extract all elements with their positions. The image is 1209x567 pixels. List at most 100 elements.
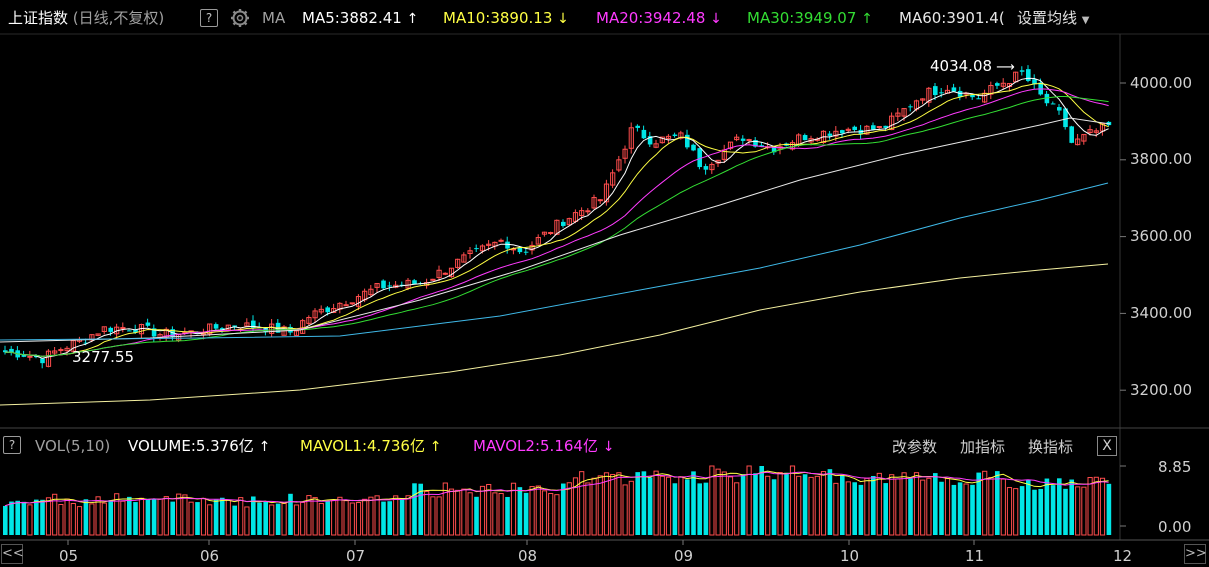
candle-body (529, 244, 535, 251)
volume-bar (523, 492, 529, 535)
volume-bar (976, 472, 981, 535)
candle-body (561, 221, 566, 226)
volume-bar (517, 487, 523, 535)
volume-bar (561, 483, 566, 535)
candle-body (45, 350, 52, 367)
candle-body (1019, 70, 1025, 72)
close-indicator-button[interactable]: X (1097, 436, 1117, 456)
volume-bar (814, 475, 820, 536)
mavol2-arrow: ↓ (602, 439, 615, 455)
volume-bar (343, 500, 349, 536)
candle-body (1075, 138, 1081, 146)
candle-body (1057, 107, 1062, 111)
candle-body (387, 285, 392, 287)
month-label: 05 (59, 547, 79, 565)
edit-params-button[interactable]: 改参数 (892, 438, 938, 456)
candle-body (895, 112, 901, 117)
volume-bar (951, 484, 957, 535)
candle-body (734, 136, 740, 141)
candle-body (871, 125, 876, 130)
volume-bar (182, 494, 188, 536)
volume-bar (213, 499, 219, 535)
ma30-line (4, 96, 1109, 357)
candle-body (3, 350, 8, 353)
candle-body (1081, 134, 1087, 142)
volume-bar (1013, 488, 1019, 536)
volume-bar (529, 486, 535, 536)
volume-bar (1057, 478, 1062, 535)
candle-body (195, 332, 200, 334)
gear-icon[interactable] (230, 8, 250, 32)
volume-bar (784, 472, 789, 535)
ma60-legend: MA60:3901.4( (899, 9, 1005, 27)
scroll-right-button[interactable]: >> (1184, 544, 1207, 564)
volume-bar (15, 500, 20, 535)
volume-bar (926, 477, 932, 536)
candle-body (461, 254, 467, 263)
volume-bar (1019, 486, 1025, 535)
volume-bar (318, 502, 324, 536)
index-title: 上证指数 (8, 9, 69, 27)
volume-bar (541, 490, 548, 536)
candle-body (933, 86, 938, 96)
candle-body (213, 324, 219, 329)
month-label: 08 (518, 547, 538, 565)
candle-body (1050, 103, 1056, 105)
volume-bar (1038, 488, 1043, 535)
candle-body (659, 136, 665, 144)
candle-body (982, 92, 988, 103)
price-tick: 3200.00 (1130, 381, 1193, 399)
volume-bar (76, 506, 83, 536)
volume-bar (293, 504, 300, 536)
switch-indicator-button[interactable]: 换指标 (1028, 438, 1074, 456)
volume-bar (58, 504, 64, 536)
volume-bar (52, 493, 58, 536)
candle-body (58, 349, 64, 352)
month-label: 10 (840, 547, 860, 565)
price-tick: 4000.00 (1130, 74, 1193, 92)
volume-bar (225, 499, 231, 536)
volume-bar (727, 476, 734, 536)
volume-bar (510, 482, 517, 536)
candle-body (579, 210, 585, 217)
candle-body (133, 329, 138, 333)
volume-bar (1093, 476, 1099, 536)
volume-bar (610, 473, 616, 536)
volume-bar (34, 499, 39, 535)
candle-body (1026, 69, 1031, 81)
candle-body (430, 278, 436, 281)
volume-bar (796, 475, 802, 536)
price-tick: 3400.00 (1130, 304, 1193, 322)
scroll-left-button[interactable]: << (1, 544, 24, 564)
volume-bar (721, 471, 727, 536)
candle-body (622, 148, 628, 159)
volume-bar (759, 466, 764, 535)
volume-bar (430, 496, 436, 536)
volume-bar (808, 476, 814, 536)
volume-bar (895, 478, 901, 536)
candle-body (610, 172, 616, 186)
volume-bar (1081, 486, 1087, 536)
volume-help-button[interactable]: ? (3, 436, 21, 454)
volume-bar (83, 499, 89, 535)
ma20-line (4, 88, 1109, 357)
volume-bar (505, 496, 510, 535)
candle-body (325, 307, 330, 313)
help-button[interactable]: ? (200, 9, 218, 27)
volume-bar (232, 505, 237, 535)
ma-settings-dropdown[interactable]: 设置均线 ▼ (1015, 8, 1090, 31)
volume-bar (771, 479, 777, 535)
volume-bar (393, 495, 399, 536)
ma120-line (0, 182, 1109, 341)
period-subtitle: (日线,不复权) (72, 9, 165, 27)
candle-body (505, 241, 510, 249)
volume-bar (238, 497, 244, 536)
candle-body (833, 130, 839, 137)
candle-body (908, 106, 913, 108)
candle-body (1087, 129, 1093, 133)
add-indicator-button[interactable]: 加指标 (960, 438, 1006, 456)
candle-body (151, 328, 157, 337)
candle-body (703, 166, 709, 170)
mavol2-legend: MAVOL2:5.164亿 ↓ (473, 436, 614, 457)
